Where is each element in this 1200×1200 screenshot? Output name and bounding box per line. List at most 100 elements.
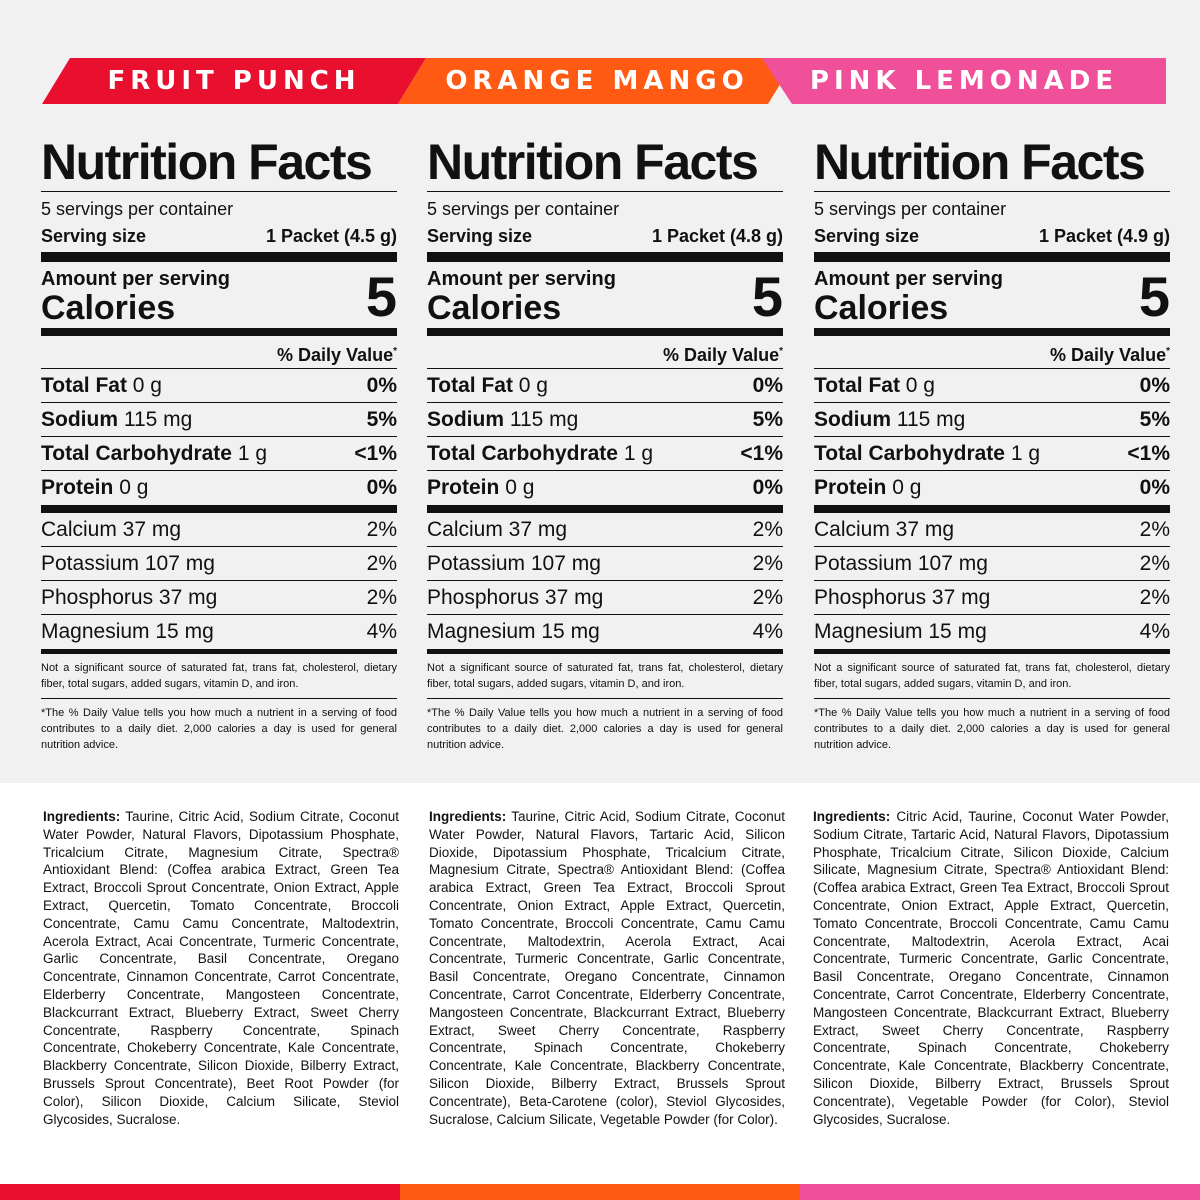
nutrient-row: Protein 0 g 0% [41, 471, 397, 505]
nutrition-facts-title: Nutrition Facts [814, 134, 1146, 190]
mineral-daily-value: 2% [752, 518, 783, 541]
mineral-row: Potassium 107 mg 2% [41, 547, 397, 581]
nutrient-daily-value: 0% [366, 476, 397, 499]
daily-value-label: % Daily Value [663, 345, 780, 365]
nutrient-row: Sodium 115 mg 5% [814, 403, 1170, 437]
nutrient-amount: 0 g [505, 476, 535, 499]
mineral-row: Calcium 37 mg 2% [814, 513, 1170, 547]
divider-medium [427, 649, 783, 654]
nutrient-daily-value: <1% [740, 442, 783, 465]
mineral-daily-value: 2% [1139, 518, 1170, 541]
nutrient-daily-value: <1% [354, 442, 397, 465]
mineral-label: Magnesium 15 mg [41, 620, 214, 643]
nutrient-row: Sodium 115 mg 5% [41, 403, 397, 437]
ingredients-fruit-punch: Ingredients: Taurine, Citric Acid, Sodiu… [43, 808, 399, 1128]
nutrient-daily-value: 0% [1139, 476, 1170, 499]
serving-size-value: 1 Packet (4.5 g) [265, 226, 397, 246]
color-strip-fruit-punch [0, 1184, 400, 1200]
amount-per-serving-label: Amount per serving [814, 268, 1003, 290]
mineral-daily-value: 2% [366, 586, 397, 609]
serving-size-label: Serving size [427, 226, 533, 246]
nutrient-amount: 1 g [237, 442, 268, 465]
mineral-label: Calcium 37 mg [41, 518, 182, 541]
servings-per-container: 5 servings per container [427, 199, 620, 219]
nutrient-row: Total Carbohydrate 1 g <1% [41, 437, 397, 471]
daily-value-header: % Daily Value* [277, 345, 397, 365]
serving-size-row: Serving size 1 Packet (4.8 g) [427, 222, 783, 252]
divider [427, 698, 783, 699]
nutrient-row: Protein 0 g 0% [814, 471, 1170, 505]
banner-fruit-punch: FRUIT PUNCH [42, 58, 426, 104]
calories-block: Amount per serving Calories 5 [814, 262, 1170, 328]
divider-heavy [427, 505, 783, 513]
nutrient-daily-value: 5% [366, 408, 397, 431]
calories-block: Amount per serving Calories 5 [427, 262, 783, 328]
divider [427, 368, 783, 369]
nutrition-panel-pink-lemonade: Nutrition Facts 5 servings per container S… [814, 133, 1170, 759]
divider [814, 368, 1170, 369]
mineral-row: Magnesium 15 mg 4% [814, 615, 1170, 649]
nutrient-row: Total Carbohydrate 1 g <1% [427, 437, 783, 471]
footnote-not-significant: Not a significant source of saturated fa… [41, 662, 397, 690]
serving-size-row: Serving size 1 Packet (4.5 g) [41, 222, 397, 252]
divider [41, 191, 397, 192]
serving-size-value: 1 Packet (4.8 g) [651, 226, 783, 246]
calories-value: 5 [1138, 265, 1170, 328]
mineral-daily-value: 2% [752, 552, 783, 575]
nutrient-row: Total Carbohydrate 1 g <1% [814, 437, 1170, 471]
nutrient-amount: 0 g [119, 476, 149, 499]
nutrient-amount: 0 g [892, 476, 922, 499]
divider [814, 698, 1170, 699]
mineral-label: Phosphorus 37 mg [814, 586, 991, 609]
divider [41, 698, 397, 699]
nutrient-daily-value: 0% [752, 476, 783, 499]
calories-block: Amount per serving Calories 5 [41, 262, 397, 327]
nutrient-daily-value: 5% [752, 408, 783, 431]
nutrient-row: Sodium 115 mg 5% [427, 403, 783, 437]
nutrient-name: Total Fat [427, 374, 513, 397]
nutrient-amount: 1 g [1010, 442, 1041, 465]
banner-orange-mango: ORANGE MANGO [398, 58, 796, 104]
daily-value-label: % Daily Value [277, 345, 394, 365]
nutrient-name: Protein [427, 476, 500, 499]
mineral-daily-value: 2% [752, 586, 783, 609]
nutrient-name: Total Carbohydrate [41, 442, 232, 465]
color-strip-pink-lemonade [800, 1184, 1200, 1200]
divider-heavy [427, 328, 783, 336]
divider-heavy [427, 252, 783, 262]
ingredients-text: Taurine, Citric Acid, Sodium Citrate, Co… [429, 809, 785, 1127]
calories-label: Calories [427, 289, 562, 327]
nutrient-name: Total Carbohydrate [814, 442, 1005, 465]
nutrient-daily-value: 0% [366, 374, 397, 397]
divider-heavy [814, 328, 1170, 336]
nutrient-name: Sodium [427, 408, 504, 431]
mineral-row: Phosphorus 37 mg 2% [41, 581, 397, 615]
nutrition-facts-title: Nutrition Facts [427, 134, 759, 190]
ingredients-label: Ingredients: [813, 809, 891, 824]
nutrient-daily-value: <1% [1127, 442, 1170, 465]
nutrient-row: Total Fat 0 g 0% [814, 369, 1170, 403]
divider-heavy [41, 252, 397, 262]
mineral-row: Calcium 37 mg 2% [427, 513, 783, 547]
serving-size-value: 1 Packet (4.9 g) [1038, 226, 1170, 246]
mineral-row: Magnesium 15 mg 4% [427, 615, 783, 649]
nutrient-amount: 0 g [905, 374, 935, 397]
nutrition-panel-fruit-punch: Nutrition Facts 5 servings per container S… [41, 133, 397, 759]
nutrient-amount: 0 g [518, 374, 548, 397]
footnote-daily-value: *The % Daily Value tells you how much a … [41, 707, 397, 751]
mineral-row: Phosphorus 37 mg 2% [814, 581, 1170, 615]
footnote-daily-value: *The % Daily Value tells you how much a … [814, 707, 1170, 751]
nutrition-panel-orange-mango: Nutrition Facts 5 servings per container S… [427, 133, 783, 759]
calories-value: 5 [751, 265, 783, 328]
banner-pink-lemonade: PINK LEMONADE [762, 58, 1166, 104]
mineral-label: Magnesium 15 mg [814, 620, 987, 643]
nutrient-name: Sodium [814, 408, 891, 431]
nutrient-amount: 115 mg [509, 408, 579, 431]
calories-label: Calories [41, 289, 176, 327]
ingredients-label: Ingredients: [43, 809, 121, 824]
mineral-daily-value: 2% [1139, 586, 1170, 609]
footnote-not-significant: Not a significant source of saturated fa… [814, 662, 1170, 690]
mineral-daily-value: 4% [1139, 620, 1170, 643]
footnote-not-significant: Not a significant source of saturated fa… [427, 662, 783, 690]
mineral-daily-value: 4% [752, 620, 783, 643]
